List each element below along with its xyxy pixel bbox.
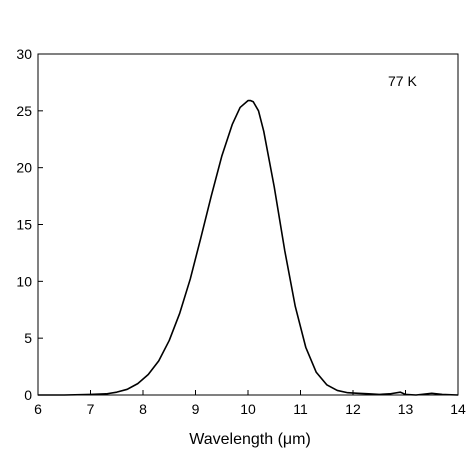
x-tick-label: 6 — [34, 401, 42, 417]
x-tick-label: 14 — [450, 401, 466, 417]
y-tick-label: 5 — [24, 330, 32, 346]
y-axis-tick-labels: 0 5 10 15 20 25 30 — [16, 46, 32, 403]
plot-frame — [37, 53, 459, 396]
temperature-annotation: 77 K — [388, 73, 417, 89]
y-axis-ticks — [38, 53, 43, 396]
x-tick-label: 8 — [139, 401, 147, 417]
x-axis-title: Wavelength (μm) — [189, 431, 311, 448]
y-tick-label: 25 — [16, 103, 32, 119]
x-tick-label: 12 — [345, 401, 361, 417]
series-line — [38, 99, 459, 396]
y-tick-label: 0 — [24, 387, 32, 403]
x-tick-label: 10 — [240, 401, 256, 417]
x-axis-tick-labels: 6 7 8 9 10 11 12 13 14 — [34, 401, 466, 417]
y-tick-label: 30 — [16, 46, 32, 62]
x-tick-label: 11 — [293, 401, 308, 417]
x-tick-label: 7 — [87, 401, 95, 417]
y-tick-label: 10 — [16, 273, 32, 289]
x-tick-label: 13 — [398, 401, 414, 417]
x-tick-label: 9 — [192, 401, 200, 417]
y-tick-label: 20 — [16, 160, 32, 176]
y-tick-label: 15 — [16, 217, 32, 233]
